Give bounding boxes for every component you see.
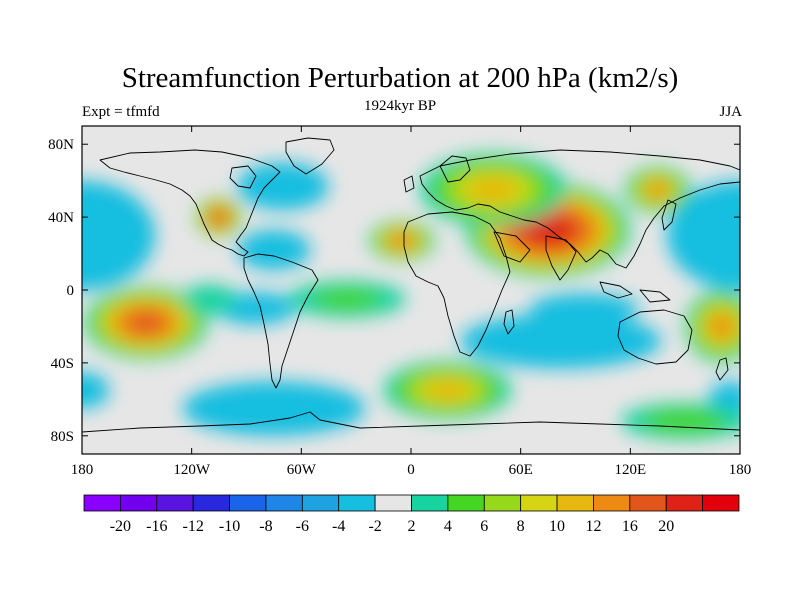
y-tick-label: 40S <box>51 356 74 372</box>
season-label: JJA <box>719 104 742 120</box>
colorbar-box <box>338 494 376 512</box>
contour-blob-3-level-4 <box>82 372 110 409</box>
colorbar-box <box>411 494 449 512</box>
contour-blob-16-level-7 <box>460 313 662 369</box>
coast-antarctica <box>82 411 740 433</box>
x-tick-label: 0 <box>407 462 415 478</box>
colorbar-box <box>447 494 485 512</box>
contour-field <box>82 153 740 440</box>
contour-blob-17-level-1 <box>529 293 640 323</box>
colorbar-label: 10 <box>549 518 565 535</box>
contour-blob-14-level-4 <box>469 178 517 202</box>
coast-eurasia <box>419 149 740 269</box>
colorbar-label: -2 <box>368 518 381 535</box>
colorbar-box <box>702 494 740 512</box>
x-tick-label: 60W <box>287 462 317 478</box>
contour-blob-10-level-4 <box>427 380 469 400</box>
contour-blob-1-level-7 <box>666 180 740 290</box>
colorbar-box <box>265 494 303 512</box>
coast-north-america <box>99 149 281 257</box>
contour-blob-11-level-5 <box>388 232 415 249</box>
colorbar-label: 6 <box>480 518 488 535</box>
colorbar-box <box>483 494 522 512</box>
contour-blob-0-level-7 <box>82 180 156 290</box>
colorbar-label: -10 <box>219 518 240 535</box>
colorbar-label: -16 <box>146 518 167 535</box>
colorbar-label: -4 <box>332 518 345 535</box>
colorbar-label: 4 <box>444 518 452 535</box>
colorbar-box <box>593 494 631 512</box>
coast-hudson-bay <box>229 165 257 189</box>
y-tick-label: 0 <box>67 283 75 299</box>
x-tick-label: 180 <box>71 462 94 478</box>
colorbar-box <box>520 494 558 512</box>
y-tick-label: 80S <box>51 429 74 445</box>
contour-blob-5-level-6 <box>211 210 228 224</box>
colorbar-box <box>629 494 667 512</box>
contour-blob-2-level-6 <box>127 311 165 334</box>
contour-blob-13-level-7 <box>523 215 574 245</box>
colorbar-box <box>665 494 704 512</box>
colorbar-label: 16 <box>622 518 638 535</box>
coast-japan <box>661 199 677 231</box>
period-label: 1924kyr BP <box>363 98 437 114</box>
x-tick-label: 120E <box>614 462 646 478</box>
colorbar-box <box>229 494 267 512</box>
y-tick-label: 80N <box>48 137 74 153</box>
y-tick-label: 40N <box>48 210 74 226</box>
colorbar-box <box>119 494 158 512</box>
colorbar-label: 20 <box>658 518 674 535</box>
coast-scandinavia <box>439 155 471 183</box>
colorbar-box <box>156 494 194 512</box>
colorbar-box <box>192 494 230 512</box>
colorbar-label: 12 <box>585 518 601 535</box>
coast-indonesia <box>599 281 671 303</box>
colorbar-label: -12 <box>183 518 204 535</box>
coast-greenland <box>285 137 335 175</box>
coast-arabia <box>493 231 531 263</box>
coast-india <box>545 235 577 281</box>
contour-blob-9-level-2 <box>182 381 366 436</box>
x-tick-label: 60E <box>509 462 533 478</box>
x-tick-label: 180 <box>729 462 752 478</box>
contour-blob-12-level-1 <box>313 288 381 310</box>
colorbar-box <box>374 494 412 512</box>
colorbar-label: -6 <box>296 518 309 535</box>
coastlines <box>82 137 740 433</box>
colorbar-label: 2 <box>408 518 416 535</box>
colorbar-box <box>301 494 340 512</box>
contour-blob-18-level-5 <box>711 315 733 338</box>
contour-blob-7-level-4 <box>237 229 311 270</box>
colorbar: -20 -16 -12 -10 -8 -6 -4 -2 2 4 6 8 10 12 16 20 <box>83 494 740 535</box>
contour-blob-15-level-5 <box>648 182 668 197</box>
experiment-label: Expt = tfmfd <box>82 104 160 120</box>
coast-australia <box>617 309 693 365</box>
contour-blob-20-level-0 <box>182 284 238 314</box>
colorbar-label: -8 <box>259 518 272 535</box>
coast-new-zealand <box>715 357 729 381</box>
chart-title: Streamfunction Perturbation at 200 hPa (… <box>121 62 679 94</box>
colorbar-label: -20 <box>110 518 131 535</box>
coast-british-isles <box>403 175 415 193</box>
colorbar-box <box>556 494 594 512</box>
coast-madagascar <box>503 309 515 335</box>
contour-blob-19-level-1 <box>642 409 728 434</box>
coast-africa <box>403 211 511 357</box>
coast-south-america <box>243 253 319 389</box>
axes: 180 120W 60W 0 60E 120E 180 80N 40N 0 40S 80S <box>48 126 751 478</box>
colorbar-box <box>83 494 121 512</box>
colorbar-label: 8 <box>517 518 525 535</box>
x-tick-label: 120W <box>173 462 211 478</box>
